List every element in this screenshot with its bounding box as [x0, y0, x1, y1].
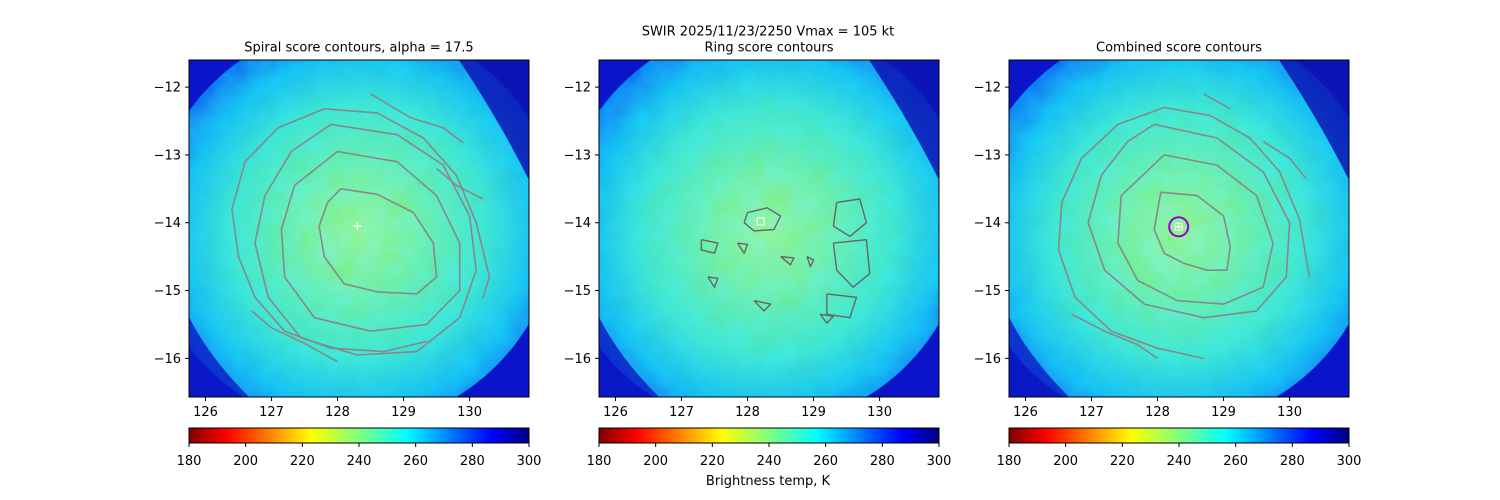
colorbar-tick-label: 260	[813, 454, 838, 469]
colorbar-tick-label: 240	[757, 454, 782, 469]
x-tick-label: 130	[457, 405, 482, 420]
score-contour	[318, 188, 438, 295]
colorbar-tick-label: 200	[1053, 454, 1078, 469]
brightness-temp-image	[599, 60, 939, 397]
panel-title: Combined score contours	[1096, 41, 1262, 56]
colorbar	[598, 427, 940, 444]
brightness-temp-image	[189, 60, 529, 397]
panel-3: Combined score contours 126 127 128 129 130 −1…	[974, 41, 1362, 470]
score-contour	[1153, 191, 1231, 271]
panel-title: Ring score contours	[704, 41, 833, 56]
colorbar-tick-label: 180	[177, 454, 202, 469]
colorbar-tick-label: 260	[403, 454, 428, 469]
figure-suptitle: SWIR 2025/11/23/2250 Vmax = 105 kt	[642, 25, 895, 40]
score-contour	[254, 123, 477, 356]
score-contour	[780, 255, 795, 266]
score-contour	[231, 108, 491, 353]
score-contour	[1087, 123, 1291, 319]
colorbar-tick-label: 240	[347, 454, 372, 469]
colorbar-label: Brightness temp, K	[706, 474, 831, 489]
colorbar-tick-label: 220	[290, 454, 315, 469]
x-tick-label: 128	[325, 405, 350, 420]
colorbar-tick-label: 180	[587, 454, 612, 469]
x-tick-label: 129	[391, 405, 416, 420]
y-tick-label: −13	[564, 148, 591, 163]
colorbar-tick-label: 280	[1280, 454, 1305, 469]
score-contour	[1117, 154, 1274, 305]
score-contour	[743, 207, 782, 232]
y-tick-label: −15	[154, 284, 181, 299]
y-tick-label: −13	[974, 148, 1001, 163]
score-contour	[832, 198, 868, 237]
y-tick-label: −13	[154, 148, 181, 163]
axes-frame	[188, 59, 530, 398]
y-tick-label: −15	[974, 284, 1001, 299]
colorbar-tick-label: 300	[927, 454, 952, 469]
y-tick-label: −16	[974, 352, 1001, 367]
colorbar	[188, 427, 530, 444]
axes-frame	[598, 59, 940, 398]
colorbar-tick-label: 220	[1110, 454, 1135, 469]
x-tick-label: 129	[801, 405, 826, 420]
colorbar-tick-label: 280	[460, 454, 485, 469]
colorbar-tick-label: 280	[870, 454, 895, 469]
y-tick-label: −14	[564, 216, 591, 231]
center-circle-marker	[1168, 216, 1190, 238]
colorbar-tick-label: 200	[233, 454, 258, 469]
score-contour	[700, 239, 719, 254]
x-tick-label: 126	[603, 405, 628, 420]
y-tick-label: −12	[154, 81, 181, 96]
center-plus-marker	[353, 222, 362, 231]
score-contour	[1203, 93, 1231, 110]
score-contour	[826, 293, 858, 319]
x-tick-label: 127	[259, 405, 284, 420]
score-contour	[1057, 106, 1311, 360]
colorbar-tick-label: 300	[1337, 454, 1362, 469]
score-contour	[819, 313, 835, 324]
score-contour	[806, 255, 815, 268]
center-square-marker	[756, 217, 765, 226]
score-contour	[707, 276, 719, 288]
x-tick-label: 128	[1145, 405, 1170, 420]
x-tick-label: 127	[669, 405, 694, 420]
x-tick-label: 129	[1211, 405, 1236, 420]
x-tick-label: 130	[867, 405, 892, 420]
y-tick-label: −12	[974, 81, 1001, 96]
score-contour	[436, 167, 484, 200]
x-tick-label: 126	[193, 405, 218, 420]
score-contour	[832, 239, 871, 288]
score-contour	[1262, 140, 1307, 180]
x-tick-label: 126	[1013, 405, 1038, 420]
y-tick-label: −15	[564, 284, 591, 299]
score-contour	[251, 310, 338, 363]
panel-title: Spiral score contours, alpha = 17.5	[244, 41, 473, 56]
axes-frame	[1008, 59, 1350, 398]
y-tick-label: −14	[974, 216, 1001, 231]
x-tick-label: 130	[1277, 405, 1302, 420]
score-contour	[370, 93, 464, 144]
panel-2: Ring score contours 126 127 128 129 130 −12 −13…	[564, 41, 952, 470]
colorbar-tick-label: 300	[517, 454, 542, 469]
y-tick-label: −16	[564, 352, 591, 367]
x-tick-label: 128	[735, 405, 760, 420]
score-contour	[737, 242, 749, 254]
y-tick-label: −12	[564, 81, 591, 96]
y-tick-label: −16	[154, 352, 181, 367]
x-tick-label: 127	[1079, 405, 1104, 420]
colorbar	[1008, 427, 1350, 444]
score-contour	[280, 150, 461, 332]
score-contour	[753, 300, 772, 312]
brightness-temp-image	[1009, 60, 1349, 397]
colorbar-tick-label: 240	[1167, 454, 1192, 469]
colorbar-tick-label: 180	[997, 454, 1022, 469]
score-contour	[1071, 313, 1158, 360]
colorbar-tick-label: 200	[643, 454, 668, 469]
panel-1: Spiral score contours, alpha = 17.5 126 12…	[154, 41, 542, 470]
center-plus-marker	[1174, 222, 1183, 231]
y-tick-label: −14	[154, 216, 181, 231]
colorbar-tick-label: 260	[1223, 454, 1248, 469]
colorbar-tick-label: 220	[700, 454, 725, 469]
